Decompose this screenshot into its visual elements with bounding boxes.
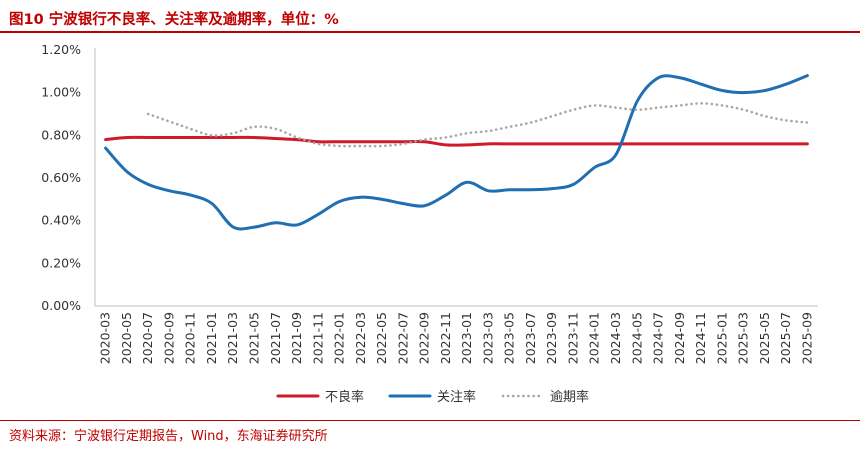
x-tick-label: 2024-07 bbox=[651, 312, 666, 364]
x-tick-label: 2025-05 bbox=[757, 312, 772, 364]
legend-label: 关注率 bbox=[437, 389, 476, 405]
x-tick-label: 2022-09 bbox=[417, 312, 432, 364]
series-layer bbox=[104, 74, 809, 231]
x-tick-label: 2024-01 bbox=[587, 312, 602, 364]
x-tick-label: 2021-03 bbox=[225, 312, 240, 364]
x-tick-label: 2020-07 bbox=[140, 312, 155, 364]
y-axis: 0.00% 0.20% 0.40% 0.60% 0.80% 1.00% 1.20% bbox=[41, 42, 96, 313]
x-tick-label: 2022-01 bbox=[332, 312, 347, 364]
legend-label: 不良率 bbox=[325, 389, 364, 405]
x-tick-label: 2025-07 bbox=[778, 312, 793, 364]
x-tick-label: 2025-03 bbox=[736, 312, 751, 364]
x-tick-label: 2024-05 bbox=[629, 312, 644, 364]
chart-header: 图10 宁波银行不良率、关注率及逾期率，单位：% bbox=[0, 0, 865, 33]
x-tick-label: 2023-11 bbox=[565, 312, 580, 364]
x-tick-label: 2024-03 bbox=[608, 312, 623, 364]
y-tick-label: 1.00% bbox=[41, 85, 81, 100]
x-tick-label: 2023-03 bbox=[480, 312, 495, 364]
x-tick-label: 2021-05 bbox=[246, 312, 261, 364]
y-tick-label: 0.60% bbox=[41, 170, 81, 185]
x-tick-label: 2021-07 bbox=[268, 312, 283, 364]
x-tick-label: 2022-11 bbox=[438, 312, 453, 364]
y-tick-label: 0.80% bbox=[41, 127, 81, 142]
x-tick-label: 2024-11 bbox=[693, 312, 708, 364]
x-tick-label: 2020-09 bbox=[161, 312, 176, 364]
x-tick-label: 2020-05 bbox=[119, 312, 134, 364]
chart-title: 图10 宁波银行不良率、关注率及逾期率，单位：% bbox=[9, 12, 339, 28]
x-axis: 2020-03 2020-05 2020-07 2020-09 2020-11 2021-… bbox=[95, 305, 818, 364]
x-tick-label: 2025-09 bbox=[799, 312, 814, 364]
x-tick-label: 2022-07 bbox=[395, 312, 410, 364]
y-tick-label: 0.00% bbox=[41, 298, 81, 313]
overdue-line bbox=[146, 102, 809, 148]
y-tick-label: 0.40% bbox=[41, 213, 81, 228]
x-tick-label: 2023-05 bbox=[502, 312, 517, 364]
source-divider bbox=[0, 420, 860, 421]
x-tick-label: 2025-01 bbox=[714, 312, 729, 364]
y-tick-label: 0.20% bbox=[41, 255, 81, 270]
legend-label: 逾期率 bbox=[550, 389, 589, 405]
attention-line bbox=[104, 74, 809, 231]
x-tick-label: 2020-11 bbox=[183, 312, 198, 364]
x-tick-label: 2022-03 bbox=[353, 312, 368, 364]
x-tick-label: 2023-07 bbox=[523, 312, 538, 364]
y-tick-label: 1.20% bbox=[41, 42, 81, 57]
source-note: 资料来源：宁波银行定期报告，Wind，东海证券研究所 bbox=[9, 429, 328, 444]
title-divider bbox=[0, 31, 860, 33]
line-chart: 0.00% 0.20% 0.40% 0.60% 0.80% 1.00% 1.20% 2020… bbox=[41, 42, 818, 405]
x-tick-label: 2021-09 bbox=[289, 312, 304, 364]
x-tick-label: 2021-11 bbox=[310, 312, 325, 364]
x-tick-label: 2020-03 bbox=[98, 312, 113, 364]
x-tick-label: 2022-05 bbox=[374, 312, 389, 364]
legend: 不良率 关注率 逾期率 bbox=[276, 389, 589, 405]
x-tick-label: 2023-09 bbox=[544, 312, 559, 364]
x-tick-label: 2021-01 bbox=[204, 312, 219, 364]
x-tick-label: 2023-01 bbox=[459, 312, 474, 364]
x-tick-label: 2024-09 bbox=[672, 312, 687, 364]
npl-line bbox=[104, 135, 809, 147]
